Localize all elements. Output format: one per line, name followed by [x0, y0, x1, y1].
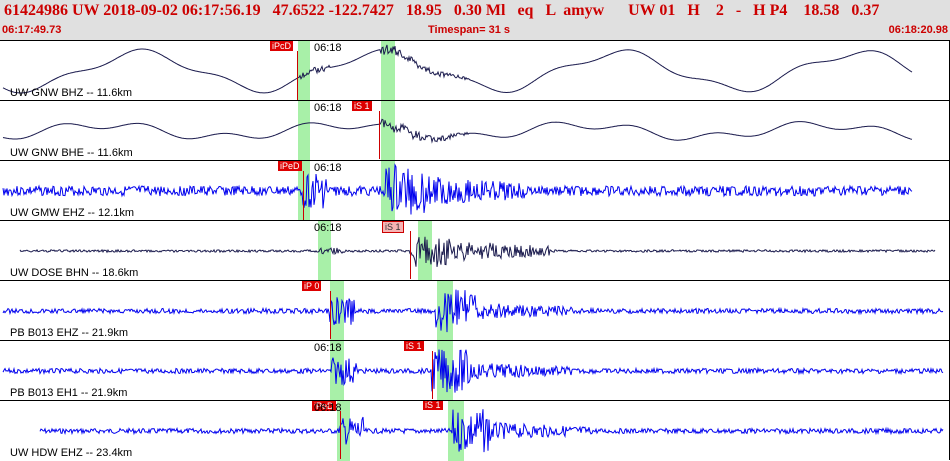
p-window-highlight: [298, 101, 310, 161]
pick-marker: [303, 171, 304, 221]
event-header: 61424986 UW 2018-09-02 06:17:56.19 47.65…: [0, 0, 950, 40]
pick-marker: [330, 291, 331, 339]
pick-label[interactable]: iPeD: [312, 401, 336, 411]
pick-marker: [410, 231, 411, 279]
channel-label: PB B013 EH1 -- 21.9km: [10, 387, 128, 399]
pick-marker: [297, 51, 298, 101]
trace-panel-b013-eh1[interactable]: iS 1 iS 1 06:18 PB B013 EH1 -- 21.9km: [0, 340, 950, 410]
time-tick-label: 06:18: [314, 102, 342, 114]
waveform: [2, 163, 913, 215]
time-tick-label: 06:18: [314, 162, 342, 174]
channel-label: PB B013 EHZ -- 21.9km: [10, 327, 128, 339]
waveform: [2, 289, 944, 333]
p-window-highlight: [330, 281, 344, 341]
channel-label: UW GMW EHZ -- 12.1km: [10, 207, 135, 219]
pick-label-secondary[interactable]: iS 1: [423, 400, 443, 410]
s-window-highlight: [381, 101, 395, 161]
pick-label[interactable]: iP 0: [302, 281, 322, 291]
pick-label[interactable]: iS 1: [404, 341, 424, 351]
trace-panels: iPcD 06:18 UW GNW BHZ -- 11.6km iS 1 06:…: [0, 40, 950, 461]
trace-panel-gnw-bhz[interactable]: iPcD 06:18 UW GNW BHZ -- 11.6km: [0, 40, 950, 101]
trace-panel-dose-bhn[interactable]: iS 1 06:18 UW DOSE BHN -- 18.6km: [0, 220, 950, 281]
waveform: [39, 409, 944, 453]
trace-panel-hdw-ehz[interactable]: iPeD 06:18 UW HDW EHZ -- 23.4km: [0, 400, 950, 461]
time-tick-label: 06:18: [314, 222, 342, 234]
event-summary-line: 61424986 UW 2018-09-02 06:17:56.19 47.65…: [4, 2, 880, 19]
waveform: [2, 349, 944, 393]
pick-marker: [379, 111, 380, 159]
pick-label[interactable]: iPeD: [278, 161, 302, 171]
s-window-highlight: [418, 221, 432, 281]
pick-label[interactable]: iS 1: [382, 221, 404, 233]
channel-label: UW GNW BHE -- 11.6km: [10, 147, 133, 159]
trace-panel-b013-ehz[interactable]: iP 0 PB B013 EHZ -- 21.9km: [0, 280, 950, 341]
p-window-highlight: [298, 41, 310, 101]
channel-label: UW DOSE BHN -- 18.6km: [10, 267, 139, 279]
trace-panel-gmw-ehz[interactable]: iPeD 06:18 UW GMW EHZ -- 12.1km: [0, 160, 950, 221]
channel-label: UW HDW EHZ -- 23.4km: [10, 447, 133, 459]
waveform: [2, 44, 913, 94]
s-window-highlight: [381, 41, 395, 101]
waveform: [2, 118, 913, 144]
channel-label: UW GNW BHZ -- 11.6km: [10, 87, 133, 99]
start-time: 06:17:49.73: [2, 24, 62, 36]
trace-panel-gnw-bhe[interactable]: iS 1 06:18 UW GNW BHE -- 11.6km: [0, 100, 950, 161]
pick-label[interactable]: iS 1: [352, 101, 372, 111]
pick-marker: [432, 351, 433, 399]
pick-marker: [340, 411, 341, 459]
end-time: 06:18:20.98: [888, 24, 948, 36]
time-tick-label: 06:18: [314, 402, 342, 414]
timespan: Timespan= 31 s: [428, 24, 511, 36]
waveform: [19, 236, 936, 267]
time-tick-label: 06:18: [314, 342, 342, 354]
time-tick-label: 06:18: [314, 42, 342, 54]
pick-label[interactable]: iPcD: [270, 41, 294, 51]
